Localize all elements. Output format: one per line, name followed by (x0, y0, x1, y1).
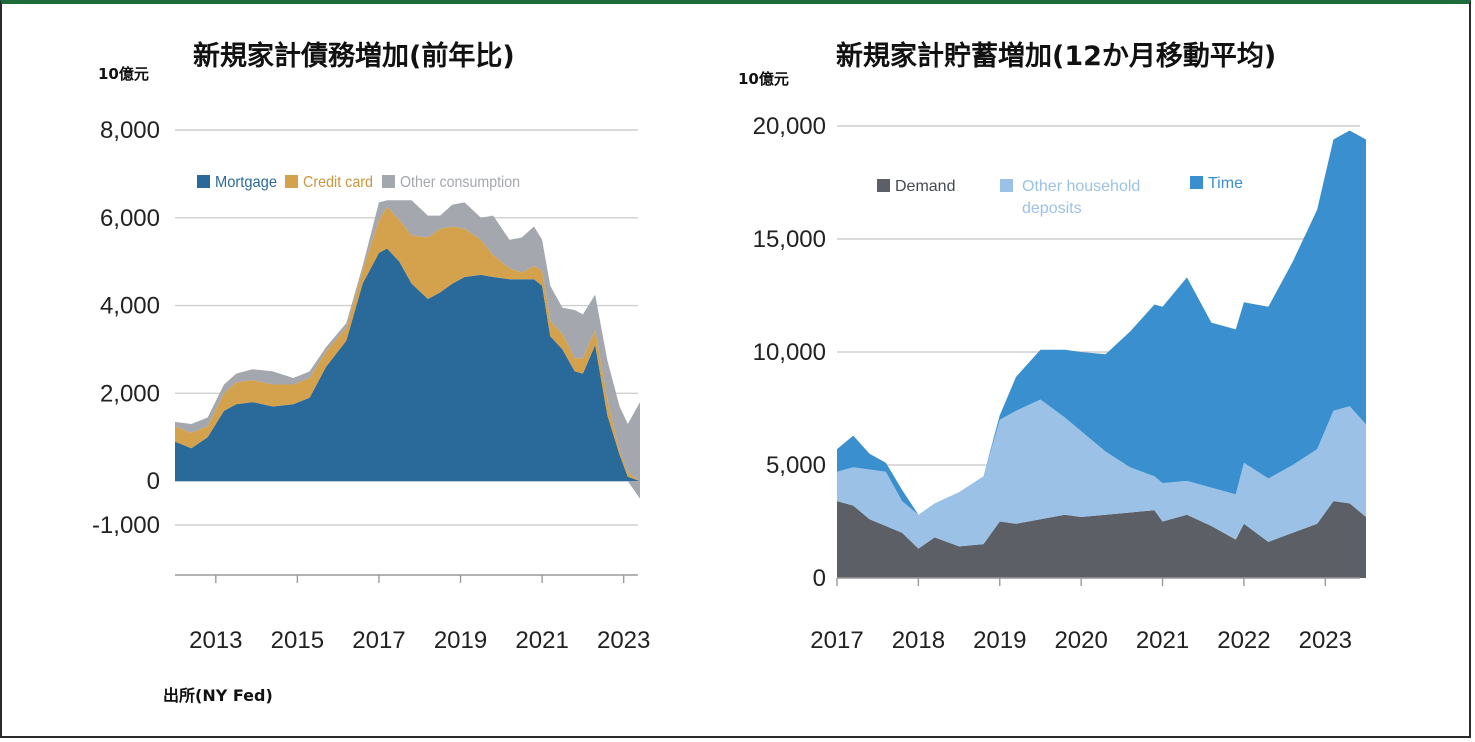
y-tick-label: 0 (813, 565, 826, 592)
y-tick-label: 6,000 (100, 205, 160, 232)
y-tick-label: 2,000 (100, 380, 160, 407)
y-tick-label: 15,000 (753, 226, 826, 253)
area-other-household-deposits (837, 399, 1366, 549)
legend-swatch (1190, 176, 1203, 189)
legend-label: Other household deposits (1022, 178, 1140, 217)
area-time (837, 130, 1366, 515)
area-credit-card (175, 206, 640, 482)
legend-swatch (285, 175, 298, 188)
legend-swatch (197, 175, 210, 188)
y-tick-label: 10,000 (753, 339, 826, 366)
right-y-unit: 10億元 (738, 70, 789, 88)
right-chart-title: 新規家計貯蓄増加(12か月移動平均) (836, 41, 1277, 72)
x-tick-label: 2023 (597, 627, 650, 654)
x-tick-label: 2020 (1054, 627, 1107, 654)
area-negative-tail (627, 481, 640, 499)
x-tick-label: 2017 (352, 627, 405, 654)
y-tick-label: -1,000 (92, 512, 160, 539)
left-y-unit: 10億元 (98, 65, 149, 83)
x-tick-label: 2021 (1136, 627, 1189, 654)
source-note: 出所(NY Fed) (163, 686, 273, 705)
x-tick-label: 2013 (189, 627, 242, 654)
legend-label: Time (1208, 175, 1243, 192)
x-tick-label: 2023 (1299, 627, 1352, 654)
x-tick-label: 2018 (892, 627, 945, 654)
legend-swatch (1000, 179, 1013, 192)
y-tick-label: 20,000 (753, 113, 826, 140)
legend-swatch (382, 175, 395, 188)
y-tick-label: 4,000 (100, 293, 160, 320)
x-tick-label: 2017 (810, 627, 863, 654)
area-other-consumption (175, 200, 640, 482)
area-demand (837, 501, 1366, 578)
x-tick-label: 2019 (434, 627, 487, 654)
legend-swatch (877, 179, 890, 192)
legend-label: Other consumption (400, 174, 520, 191)
x-tick-label: 2019 (973, 627, 1026, 654)
x-tick-label: 2021 (515, 627, 568, 654)
y-tick-label: 5,000 (766, 452, 826, 479)
legend-label: Credit card (303, 174, 373, 191)
left-chart-title: 新規家計債務増加(前年比) (193, 41, 515, 72)
y-tick-label: 0 (147, 468, 160, 495)
legend-label: Mortgage (215, 174, 277, 191)
y-tick-label: 8,000 (100, 117, 160, 144)
area-mortgage (175, 248, 640, 482)
x-tick-label: 2015 (271, 627, 324, 654)
x-tick-label: 2022 (1217, 627, 1270, 654)
legend-label: Demand (895, 178, 955, 195)
